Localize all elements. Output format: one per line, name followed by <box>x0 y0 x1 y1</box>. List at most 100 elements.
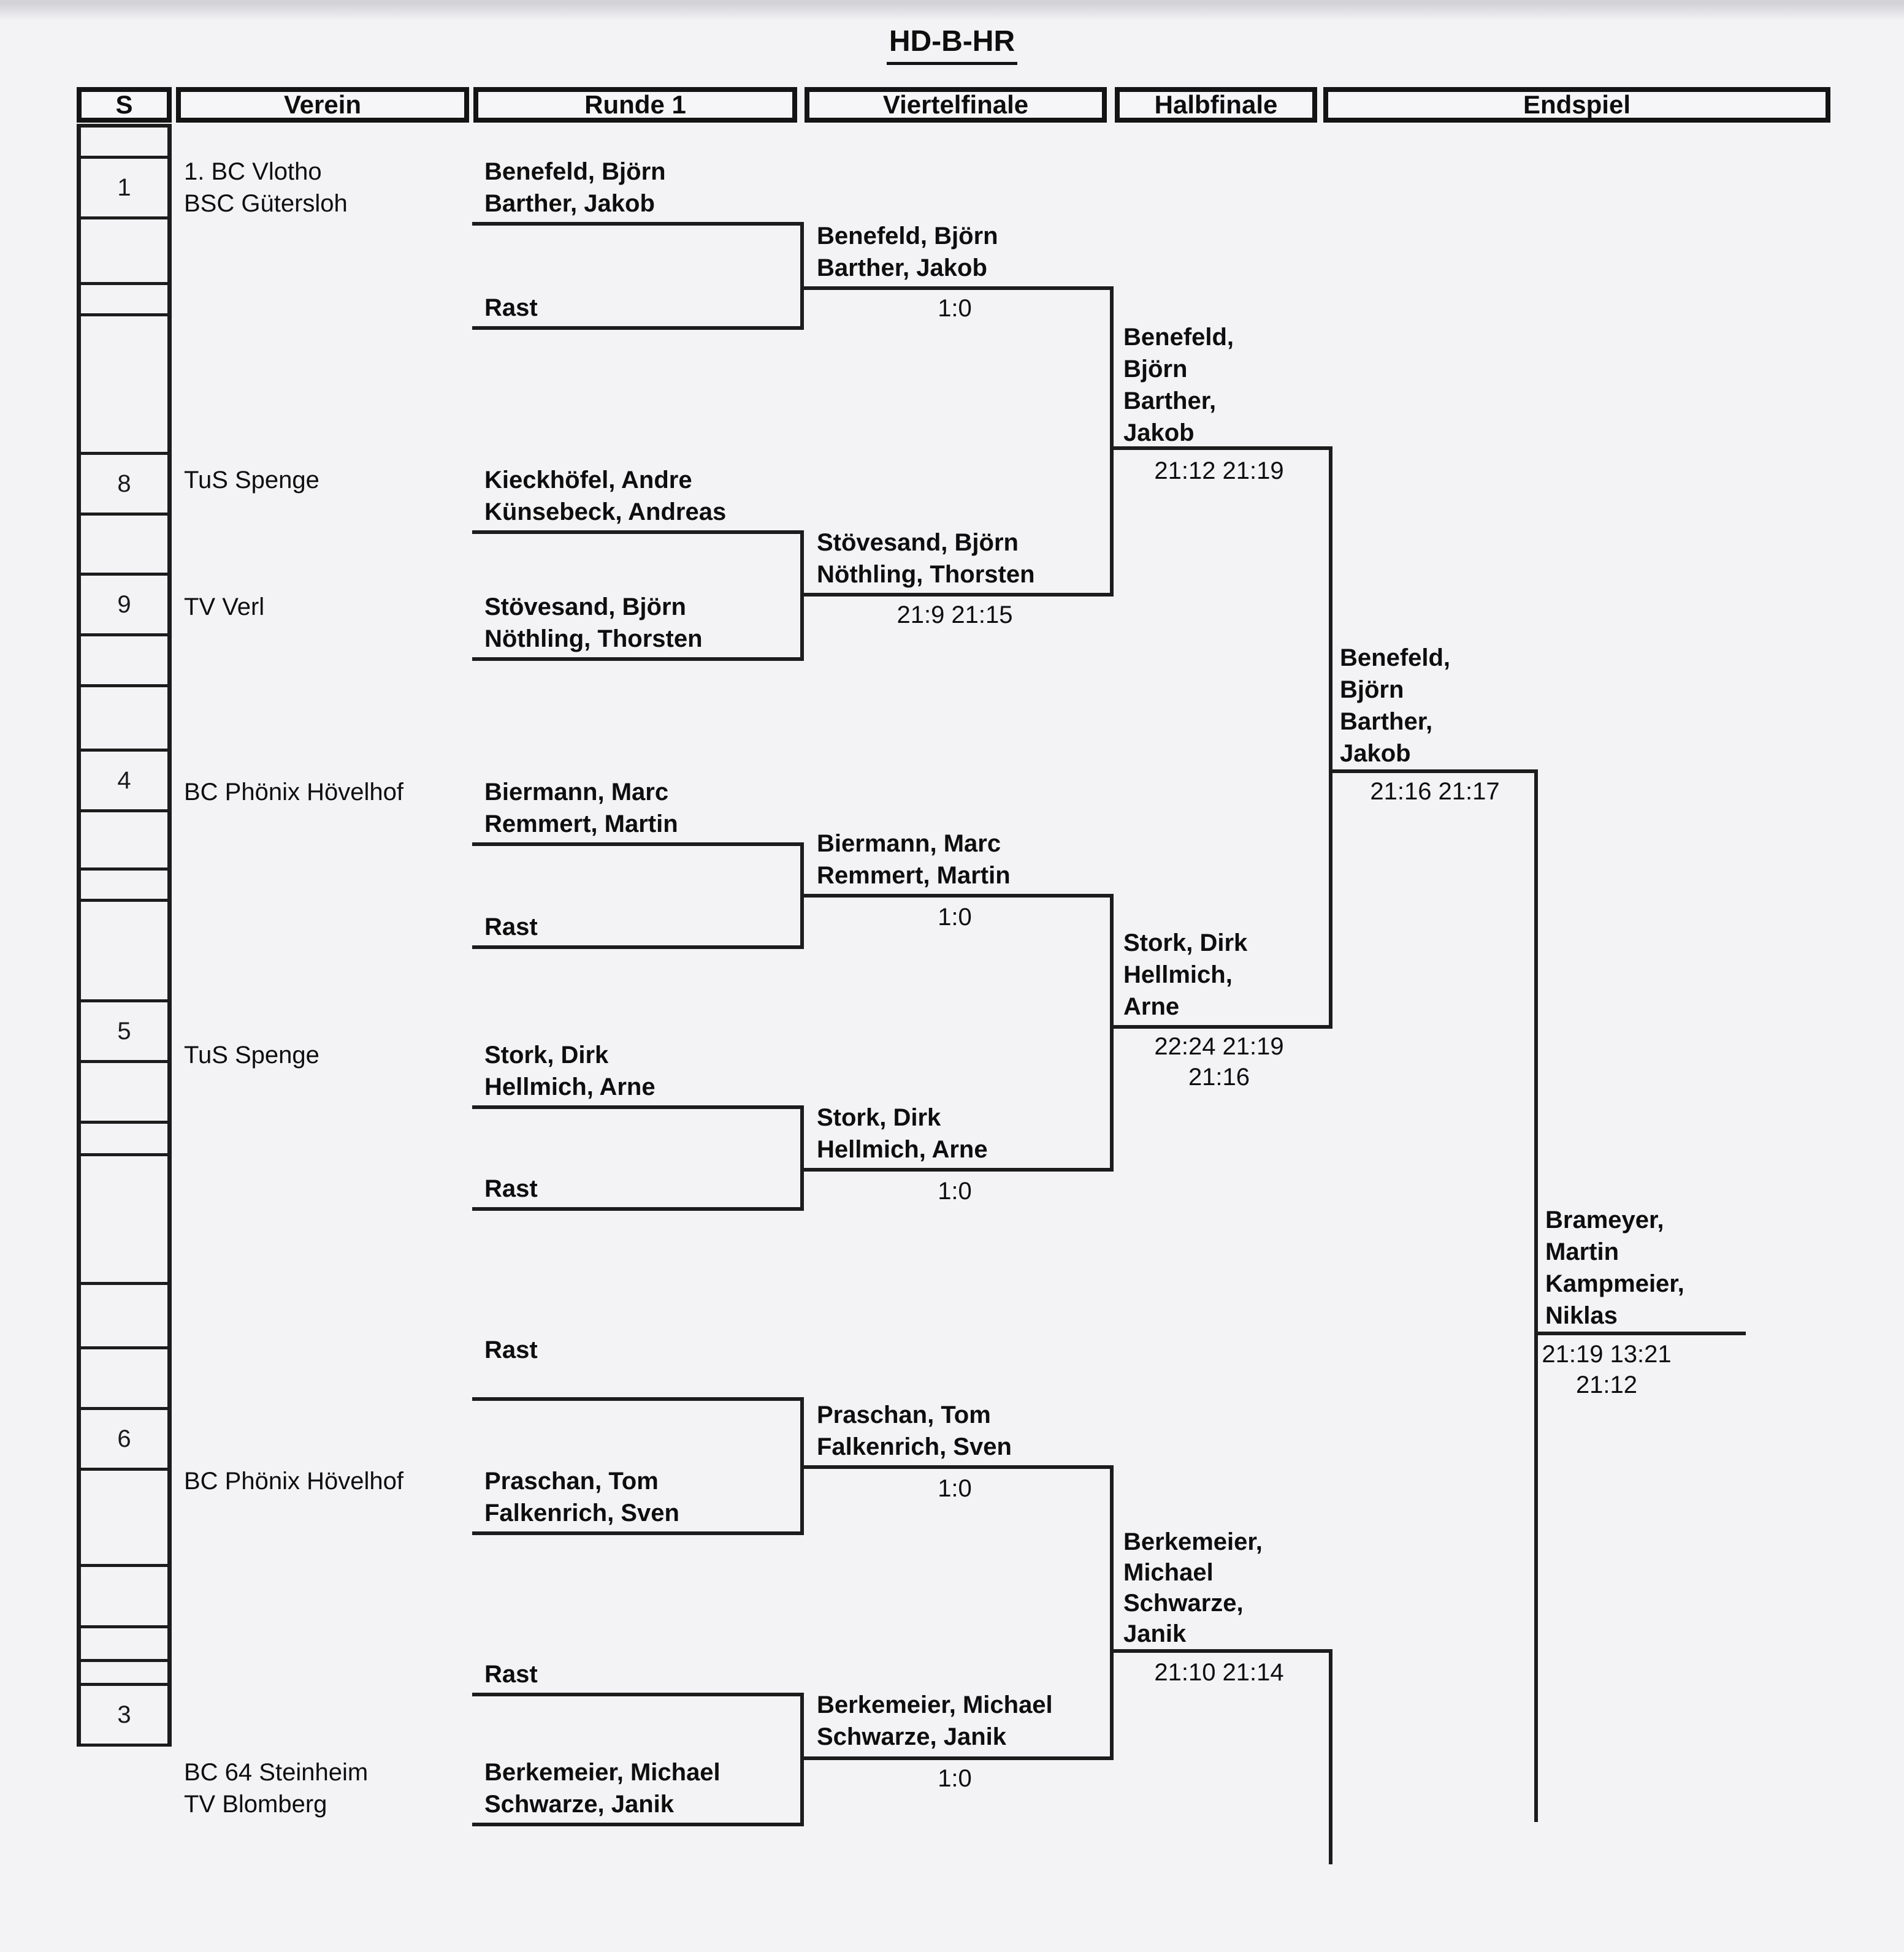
bracket-line-horizontal <box>472 657 800 661</box>
seed-cell <box>81 1628 167 1662</box>
bracket-line-horizontal <box>1110 446 1332 450</box>
bracket-line-vertical <box>800 222 804 330</box>
club-9: TV Verl <box>184 593 265 620</box>
qf1-winner: Benefeld, Björn Barther, Jakob <box>817 223 998 281</box>
seed-cell <box>81 871 167 902</box>
champion: Brameyer, Martin Kampmeier, Niklas <box>1545 1207 1684 1329</box>
qf5-winner: Praschan, Tom Falkenrich, Sven <box>817 1401 1012 1460</box>
bye-4: Rast <box>484 1336 538 1363</box>
bracket-line-vertical <box>1110 894 1114 1172</box>
qf6-score: 1:0 <box>938 1765 972 1792</box>
bracket-line-horizontal <box>472 222 800 226</box>
bracket-line-vertical <box>1110 286 1114 597</box>
bye-3: Rast <box>484 1175 538 1202</box>
qf5-score: 1:0 <box>938 1475 972 1502</box>
sf3-score: 21:10 21:14 <box>1154 1659 1284 1686</box>
club-8: TuS Spenge <box>184 467 319 494</box>
seed-cell <box>81 1124 167 1156</box>
seed-cell-8: 8 <box>81 455 167 516</box>
bracket-line-horizontal <box>472 1105 800 1109</box>
sf1-score: 21:12 21:19 <box>1154 457 1284 484</box>
bye-5: Rast <box>484 1661 538 1688</box>
bracket-line-vertical <box>1329 1649 1332 1864</box>
club-6: BC Phönix Hövelhof <box>184 1468 403 1495</box>
bracket-line-horizontal <box>800 1168 1114 1172</box>
seed-cell-4: 4 <box>81 752 167 812</box>
bracket-line-horizontal <box>472 842 800 846</box>
final-top-score: 21:16 21:17 <box>1370 778 1500 805</box>
bracket-line-horizontal <box>800 593 1114 597</box>
seed-cell <box>81 1349 167 1410</box>
seed-cell <box>81 1285 167 1349</box>
scan-artifact-band <box>0 0 1904 5</box>
seed-cell <box>81 1156 167 1285</box>
club-4: BC Phönix Hövelhof <box>184 779 403 806</box>
seed-cell <box>81 1662 167 1686</box>
team-5: Stork, Dirk Hellmich, Arne <box>484 1042 656 1100</box>
bracket-line-horizontal <box>472 530 800 534</box>
qf6-winner: Berkemeier, Michael Schwarze, Janik <box>817 1691 1053 1750</box>
sf2-score: 22:24 21:19 21:16 <box>1154 1033 1284 1091</box>
seed-cell <box>81 1567 167 1628</box>
seed-cell-3: 3 <box>81 1686 167 1747</box>
club-1: 1. BC Vlotho BSC Gütersloh <box>184 158 348 217</box>
club-5: TuS Spenge <box>184 1042 319 1069</box>
team-1: Benefeld, Björn Barther, Jakob <box>484 158 666 217</box>
bracket-line-vertical <box>1329 446 1332 1029</box>
seed-cell <box>81 1063 167 1124</box>
seed-cell <box>81 516 167 576</box>
final-top: Benefeld, Björn Barther, Jakob <box>1340 644 1451 767</box>
header-cell-endspiel: Endspiel <box>1323 87 1830 123</box>
bracket-line-horizontal <box>472 1207 800 1211</box>
qf1-score: 1:0 <box>938 295 972 322</box>
bracket-line-horizontal <box>1110 1649 1332 1653</box>
page-title: HD-B-HR <box>0 25 1904 65</box>
sf3-winner: Berkemeier, Michael Schwarze, Janik <box>1123 1528 1263 1647</box>
sf1-winner: Benefeld, Björn Barther, Jakob <box>1123 324 1234 446</box>
bracket-line-vertical <box>1110 1465 1114 1760</box>
team-3: Berkemeier, Michael Schwarze, Janik <box>484 1759 721 1818</box>
bracket-line-horizontal <box>800 286 1114 290</box>
club-3: BC 64 Steinheim TV Blomberg <box>184 1759 369 1818</box>
seed-cell-1: 1 <box>81 159 167 219</box>
seed-cell-5: 5 <box>81 1002 167 1063</box>
seed-cell-6: 6 <box>81 1410 167 1471</box>
bracket-line-vertical <box>1534 769 1538 1822</box>
qf4-score: 1:0 <box>938 1178 972 1205</box>
bracket-line-horizontal <box>472 1693 800 1696</box>
seed-cell <box>81 316 167 455</box>
seed-cell <box>81 636 167 687</box>
bracket-line-horizontal <box>800 1756 1114 1760</box>
qf2-winner: Stövesand, Björn Nöthling, Thorsten <box>817 529 1035 588</box>
seed-cell <box>81 1471 167 1567</box>
bracket-line-vertical <box>800 1105 804 1211</box>
seed-cell <box>81 128 167 159</box>
bracket-line-vertical <box>800 1397 804 1535</box>
bracket-line-vertical <box>800 842 804 949</box>
header-cell-runde-1: Runde 1 <box>473 87 797 123</box>
bracket-line-horizontal <box>1110 1025 1332 1029</box>
bracket-line-horizontal <box>1329 769 1538 773</box>
header-cell-viertelfinale: Viertelfinale <box>805 87 1107 123</box>
bracket-line-vertical <box>800 530 804 661</box>
seed-cell <box>81 812 167 871</box>
team-4: Biermann, Marc Remmert, Martin <box>484 779 678 837</box>
seed-cell <box>81 902 167 1002</box>
bracket-line-horizontal <box>800 1465 1114 1469</box>
qf3-score: 1:0 <box>938 904 972 931</box>
seed-cell <box>81 687 167 752</box>
header-cell-halbfinale: Halbfinale <box>1115 87 1317 123</box>
qf3-winner: Biermann, Marc Remmert, Martin <box>817 830 1011 889</box>
seed-cell <box>81 219 167 285</box>
bracket-line-vertical <box>800 1693 804 1826</box>
team-6: Praschan, Tom Falkenrich, Sven <box>484 1468 679 1527</box>
header-cell-verein: Verein <box>176 87 469 123</box>
bye-1: Rast <box>484 294 538 321</box>
bye-2: Rast <box>484 913 538 940</box>
bracket-line-horizontal <box>1534 1332 1746 1335</box>
seed-cell-9: 9 <box>81 576 167 636</box>
bracket-line-horizontal <box>800 894 1114 898</box>
bracket-line-horizontal <box>472 1823 800 1826</box>
bracket-line-horizontal <box>472 326 800 330</box>
